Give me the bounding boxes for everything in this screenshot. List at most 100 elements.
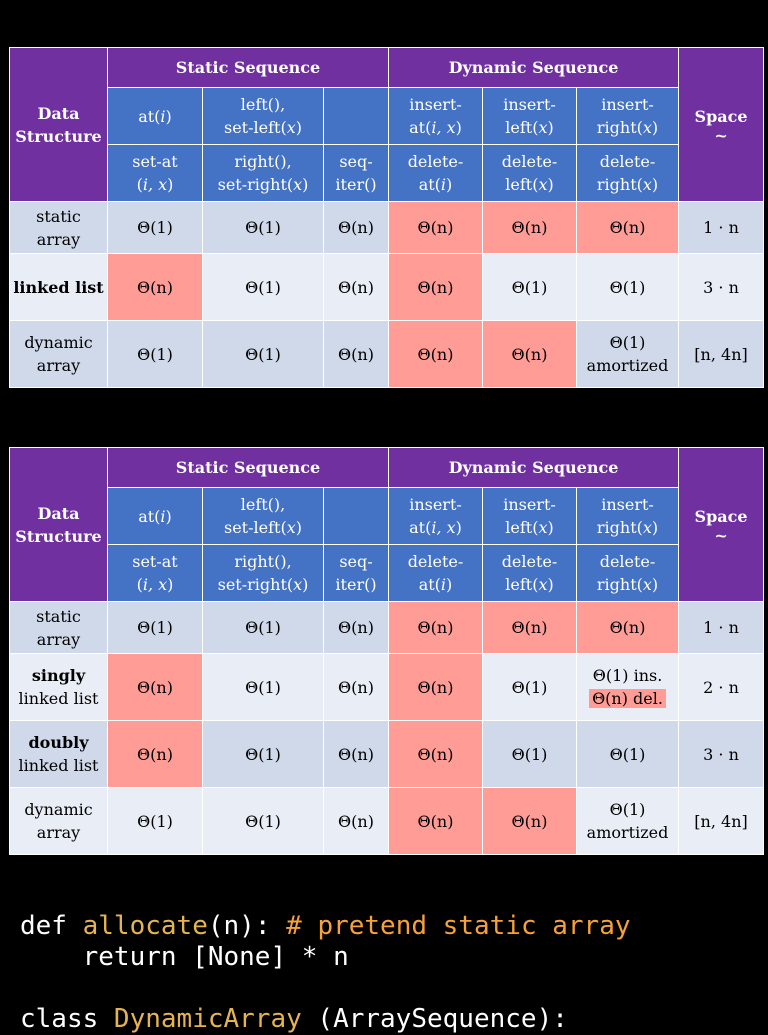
op-left-set-left: left(), set-left(x) — [202, 87, 324, 145]
space-cell: 3 · n — [678, 253, 765, 321]
cell: Θ(1) amortized — [575, 787, 680, 855]
complexity-table-2: Data Structure Static Sequence Dynamic Se… — [9, 447, 765, 855]
table-row: dynamic array Θ(1) Θ(1) Θ(n) Θ(n) Θ(n) Θ… — [9, 320, 765, 388]
cell: Θ(1) — [107, 601, 203, 654]
op-delete-at: delete-at(i) — [388, 544, 483, 602]
cell: Θ(n) — [388, 253, 483, 321]
header-data-structure: Data Structure — [9, 47, 108, 202]
row-label: doubly linked list — [9, 720, 108, 788]
cell: Θ(n) — [482, 787, 577, 855]
cell: Θ(n) — [482, 201, 577, 254]
table-row: doubly linked list Θ(n) Θ(1) Θ(n) Θ(n) Θ(… — [9, 720, 765, 788]
code-line: return [None] * n — [20, 942, 349, 972]
cell: Θ(1) — [107, 201, 203, 254]
cell: Θ(n) — [575, 201, 680, 254]
cell: Θ(n) — [323, 320, 389, 388]
table-row: dynamic array Θ(1) Θ(1) Θ(n) Θ(n) Θ(n) Θ… — [9, 787, 765, 855]
cell: Θ(1) — [482, 720, 577, 788]
op-insert-left: insert-left(x) — [482, 87, 577, 145]
op-at: at(i) — [107, 487, 203, 545]
cell: Θ(1) amortized — [575, 320, 680, 388]
op-empty — [323, 487, 389, 545]
cell: Θ(n) — [107, 653, 203, 721]
op-left-set-left: left(), set-left(x) — [202, 487, 324, 545]
op-set-at: set-at (i, x) — [107, 144, 203, 202]
op-delete-left: delete-left(x) — [482, 144, 577, 202]
code-keyword: def — [20, 911, 83, 941]
row-label: linked list — [9, 253, 108, 321]
cell: Θ(n) — [482, 601, 577, 654]
cell: Θ(n) — [323, 601, 389, 654]
space-cell: [n, 4n] — [678, 787, 765, 855]
op-insert-right: insert-right(x) — [575, 487, 680, 545]
op-delete-at: delete-at(i) — [388, 144, 483, 202]
cell: Θ(1) ins. Θ(n) del. — [575, 653, 680, 721]
table-row: static array Θ(1) Θ(1) Θ(n) Θ(n) Θ(n) Θ(… — [9, 601, 765, 654]
op-delete-right: delete-right(x) — [575, 544, 680, 602]
header-space: Space ~ — [678, 47, 765, 202]
cell: Θ(n) — [388, 320, 483, 388]
cell: Θ(1) — [202, 787, 324, 855]
cell: Θ(n) — [323, 653, 389, 721]
cell: Θ(n) — [323, 253, 389, 321]
code-line-rest: (ArraySequence): — [301, 1004, 568, 1034]
cell: Θ(n) — [323, 720, 389, 788]
op-set-at: set-at (i, x) — [107, 544, 203, 602]
op-seq-iter: seq-iter() — [323, 544, 389, 602]
row-label: singly linked list — [9, 653, 108, 721]
header-dynamic-sequence: Dynamic Sequence — [387, 47, 680, 88]
op-insert-right: insert-right(x) — [575, 87, 680, 145]
cell: Θ(n) — [388, 720, 483, 788]
cell: Θ(1) — [482, 253, 577, 321]
code-comment: # pretend static array — [286, 911, 631, 941]
cell: Θ(n) — [323, 201, 389, 254]
row-label: static array — [9, 601, 108, 654]
cell: Θ(n) — [388, 787, 483, 855]
table-row: static array Θ(1) Θ(1) Θ(n) Θ(n) Θ(n) Θ(… — [9, 201, 765, 254]
complexity-table-1: Data Structure Static Sequence Dynamic Se… — [9, 47, 765, 388]
cell: Θ(1) — [202, 720, 324, 788]
header-space: Space ~ — [678, 447, 765, 602]
row-label: dynamic array — [9, 787, 108, 855]
cell: Θ(n) — [388, 201, 483, 254]
cell: Θ(1) — [107, 787, 203, 855]
table-row: linked list Θ(n) Θ(1) Θ(n) Θ(n) Θ(1) Θ(1… — [9, 253, 765, 321]
op-delete-left: delete-left(x) — [482, 544, 577, 602]
cell: Θ(1) — [202, 653, 324, 721]
code-args: (n): — [207, 911, 287, 941]
op-at: at(i) — [107, 87, 203, 145]
op-insert-at: insert-at(i, x) — [388, 87, 483, 145]
cell: Θ(n) — [323, 787, 389, 855]
header-static-sequence: Static Sequence — [107, 47, 389, 88]
row-label: static array — [9, 201, 108, 254]
cell: Θ(1) — [575, 253, 680, 321]
cell: Θ(n) — [107, 253, 203, 321]
cell: Θ(1) — [107, 320, 203, 388]
space-cell: 3 · n — [678, 720, 765, 788]
op-seq-iter: seq-iter() — [323, 144, 389, 202]
cell: Θ(n) — [107, 720, 203, 788]
op-insert-at: insert-at(i, x) — [388, 487, 483, 545]
space-cell: 1 · n — [678, 201, 765, 254]
op-delete-right: delete-right(x) — [575, 144, 680, 202]
cell: Θ(n) — [482, 320, 577, 388]
cell: Θ(1) — [575, 720, 680, 788]
code-function-name: allocate — [82, 911, 208, 941]
cell: Θ(1) — [482, 653, 577, 721]
code-class-name: DynamicArray — [113, 1004, 302, 1034]
code-snippet: def allocate(n): # pretend static array … — [20, 911, 631, 1035]
cell: Θ(1) — [202, 320, 324, 388]
table-row: singly linked list Θ(n) Θ(1) Θ(n) Θ(n) Θ(… — [9, 653, 765, 721]
space-cell: 1 · n — [678, 601, 765, 654]
op-right-set-right: right(), set-right(x) — [202, 544, 324, 602]
cell: Θ(1) — [202, 201, 324, 254]
header-data-structure: Data Structure — [9, 447, 108, 602]
header-dynamic-sequence: Dynamic Sequence — [387, 447, 680, 488]
op-right-set-right: right(), set-right(x) — [202, 144, 324, 202]
cell: Θ(1) — [202, 253, 324, 321]
op-insert-left: insert-left(x) — [482, 487, 577, 545]
cell: Θ(n) — [388, 601, 483, 654]
cell: Θ(n) — [575, 601, 680, 654]
cell: Θ(n) — [388, 653, 483, 721]
op-empty — [323, 87, 389, 145]
